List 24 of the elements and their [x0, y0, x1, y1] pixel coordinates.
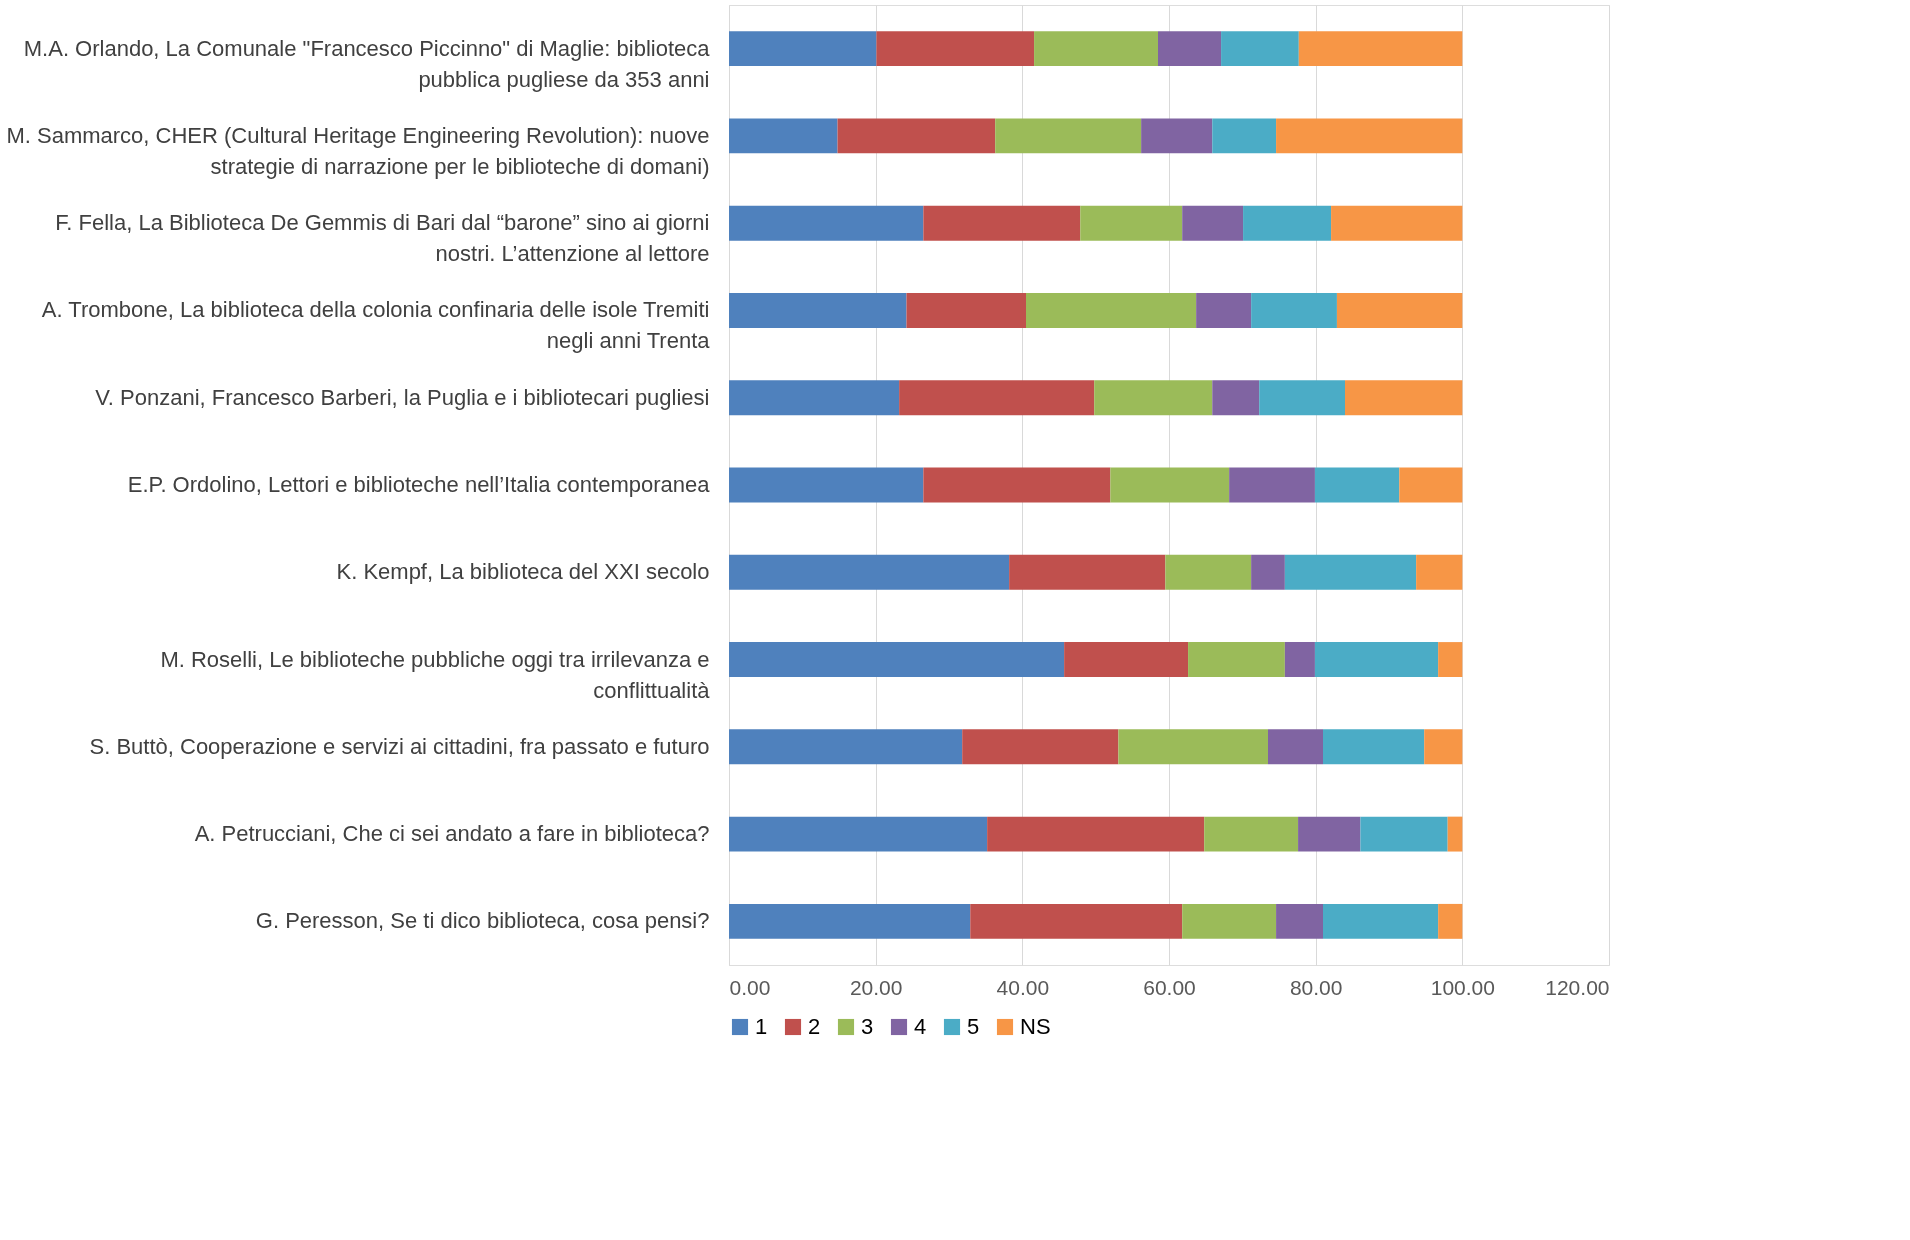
x-tick-label: 60.00: [1143, 975, 1196, 999]
x-tick-label: 20.00: [849, 975, 903, 999]
y-tick-label: E.P. Ordolino, Lettori e biblioteche nell’Italia contemporanea: [127, 472, 711, 497]
y-tick-label: F. Fella, La Biblioteca De Gemmis di Bari dal “barone” sino ai giorni nostri. L’attenzione al lettore: [55, 210, 710, 267]
y-tick-label: V. Ponzani, Francesco Barberi, la Puglia e i bibliotecari pugliesi: [95, 384, 710, 410]
x-tick-label: 100.00: [1430, 975, 1495, 999]
y-tick-label: M. Roselli, Le biblioteche pubbliche oggi tra irrilevanza e conflittualità: [160, 646, 711, 703]
legend-label: NS: [1020, 1014, 1051, 1039]
x-tick-label: 80.00: [1289, 975, 1343, 999]
y-tick-label: G. Peresson, Se ti dico biblioteca, cosa pensi?: [255, 908, 710, 934]
x-tick-label: 40.00: [996, 975, 1050, 999]
x-tick-label: 0.00: [729, 975, 771, 999]
y-tick-label: M. Sammarco, CHER (Cultural Heritage Engineering Revolution): nuove strategie di narrazione per le biblioteche di domani): [6, 122, 710, 179]
legend-label: 3: [861, 1014, 874, 1039]
legend-label: 4: [914, 1014, 927, 1039]
y-tick-label: M.A. Orlando, La Comunale "Francesco Piccinno" di Maglie: biblioteca pubblica pugliese da 353 anni: [23, 35, 711, 92]
y-tick-label: A. Petrucciani, Che ci sei andato a fare in biblioteca?: [194, 821, 710, 847]
legend-label: 1: [755, 1014, 768, 1039]
legend-label: 2: [808, 1014, 821, 1039]
x-tick-label: 120.00: [1545, 975, 1610, 999]
y-tick-label: S. Buttò, Cooperazione e servizi ai cittadini, fra passato e futuro: [89, 733, 710, 759]
y-tick-label: A. Trombone, La biblioteca della colonia confinaria delle isole Tremiti negli anni Trenta: [41, 297, 711, 354]
legend-label: 5: [967, 1014, 980, 1039]
y-tick-label: K. Kempf, La biblioteca del XXI secolo: [336, 559, 710, 585]
